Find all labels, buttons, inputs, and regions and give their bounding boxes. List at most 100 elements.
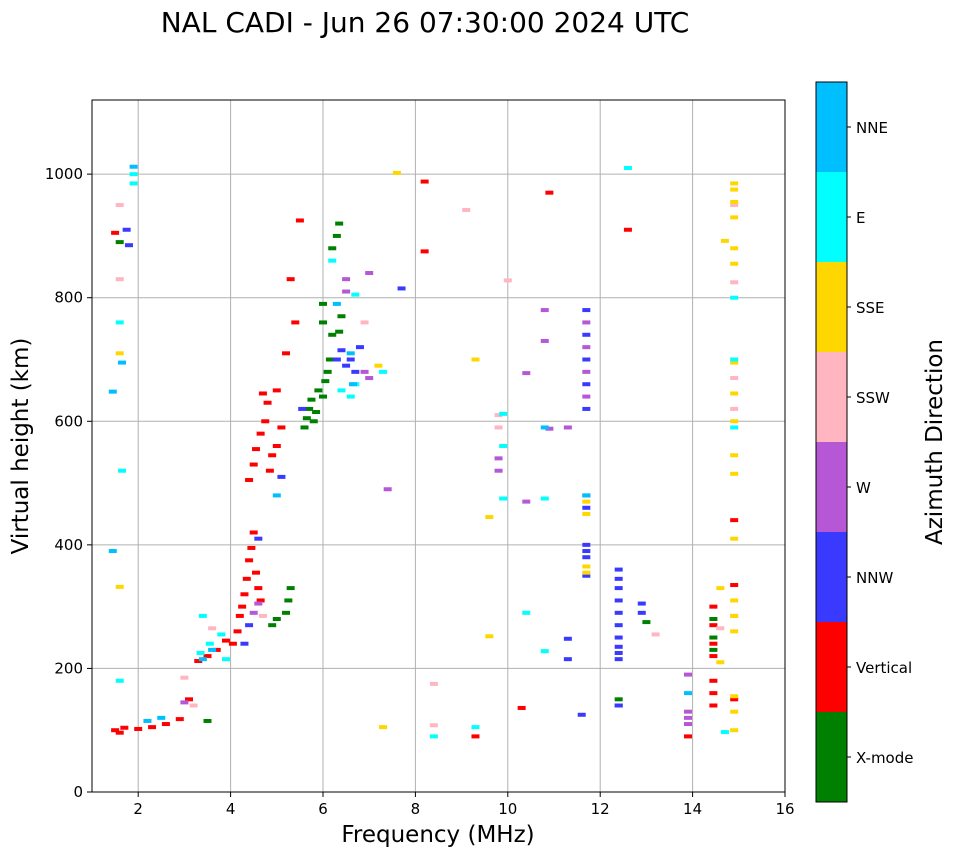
x-tick-label: 8 — [411, 800, 421, 818]
data-point-vertical — [242, 576, 251, 581]
data-point-nne — [346, 351, 355, 356]
colorbar-segment-ssw — [816, 352, 847, 442]
data-point-vertical — [730, 697, 739, 702]
data-point-w — [249, 610, 258, 615]
x-tick-label: 16 — [775, 800, 794, 818]
data-point-w — [582, 320, 591, 325]
x-tick-label: 10 — [498, 800, 517, 818]
data-point-ssw — [730, 280, 739, 285]
data-point-e — [471, 725, 480, 730]
grid-lines — [92, 100, 786, 793]
data-point-nnw — [563, 636, 572, 641]
data-point-sse — [115, 584, 124, 589]
data-point-e — [196, 650, 205, 655]
data-point-w — [180, 700, 189, 705]
data-point-e — [217, 632, 226, 637]
data-point-ssw — [494, 413, 503, 418]
data-point-e — [351, 292, 360, 297]
data-point-nne — [118, 360, 127, 365]
data-point-sse — [730, 613, 739, 618]
data-point-e — [129, 181, 138, 186]
data-point-w — [522, 499, 531, 504]
data-point-x-mode — [282, 610, 291, 615]
data-point-w — [494, 456, 503, 461]
data-point-x-mode — [642, 620, 651, 625]
data-point-w — [683, 722, 692, 727]
data-point-vertical — [258, 391, 267, 396]
data-point-e — [129, 172, 138, 177]
data-point-x-mode — [325, 357, 334, 362]
data-point-w — [683, 709, 692, 714]
x-tick-label: 6 — [318, 800, 328, 818]
colorbar-segment-w — [816, 442, 847, 532]
data-point-x-mode — [309, 419, 318, 424]
data-point-ssw — [462, 207, 471, 212]
chart-title: NAL CADI - Jun 26 07:30:00 2024 UTC — [161, 6, 690, 39]
colorbar-segment-sse — [816, 262, 847, 352]
colorbar-label-w: W — [856, 479, 871, 497]
data-point-vertical — [709, 623, 718, 628]
data-point-nnw — [582, 382, 591, 387]
data-point-nne — [108, 549, 117, 554]
data-point-e — [623, 165, 632, 170]
data-point-vertical — [115, 730, 124, 735]
data-point-sse — [730, 419, 739, 424]
data-point-nnw — [332, 357, 341, 362]
data-point-nnw — [582, 308, 591, 313]
data-point-e — [205, 641, 214, 646]
data-point-x-mode — [203, 718, 212, 723]
data-point-sse — [716, 586, 725, 591]
data-point-e — [328, 258, 337, 263]
y-axis-label: Virtual height (km) — [8, 338, 34, 555]
data-point-w — [342, 289, 351, 294]
data-point-w — [383, 487, 392, 492]
data-point-sse — [392, 170, 401, 175]
data-point-nnw — [614, 598, 623, 603]
data-point-nne — [582, 493, 591, 498]
data-point-vertical — [517, 705, 526, 710]
data-point-ssw — [730, 406, 739, 411]
data-point-vertical — [420, 179, 429, 184]
data-point-sse — [582, 564, 591, 569]
data-point-nnw — [614, 586, 623, 591]
data-point-nne — [157, 715, 166, 720]
data-point-e — [429, 734, 438, 739]
data-point-vertical — [240, 592, 249, 597]
data-point-nnw — [582, 332, 591, 337]
data-point-vertical — [203, 654, 212, 659]
data-point-vertical — [291, 320, 300, 325]
data-point-x-mode — [312, 410, 321, 415]
data-point-vertical — [730, 518, 739, 523]
data-point-e — [115, 678, 124, 683]
data-point-vertical — [175, 717, 184, 722]
data-point-vertical — [249, 462, 258, 467]
data-point-x-mode — [335, 221, 344, 226]
data-point-e — [540, 649, 549, 654]
data-point-vertical — [256, 598, 265, 603]
data-point-w — [563, 425, 572, 430]
data-point-vertical — [148, 725, 157, 730]
data-point-vertical — [235, 613, 244, 618]
data-point-nne — [272, 493, 281, 498]
x-axis-label: Frequency (MHz) — [341, 822, 534, 848]
data-point-nnw — [614, 644, 623, 649]
data-point-w — [365, 376, 374, 381]
data-point-e — [499, 411, 508, 416]
data-point-w — [545, 426, 554, 431]
data-point-ssw — [180, 675, 189, 680]
data-point-sse — [730, 629, 739, 634]
data-point-sse — [730, 199, 739, 204]
data-point-sse — [730, 181, 739, 186]
data-point-vertical — [228, 641, 237, 646]
data-point-w — [360, 369, 369, 374]
data-point-x-mode — [709, 647, 718, 652]
data-point-nne — [129, 164, 138, 169]
data-point-x-mode — [307, 397, 316, 402]
data-point-vertical — [252, 447, 261, 452]
data-point-vertical — [134, 726, 143, 731]
data-point-nnw — [614, 657, 623, 662]
data-point-sse — [730, 215, 739, 220]
data-point-x-mode — [302, 416, 311, 421]
data-point-x-mode — [709, 635, 718, 640]
data-point-vertical — [245, 558, 254, 563]
